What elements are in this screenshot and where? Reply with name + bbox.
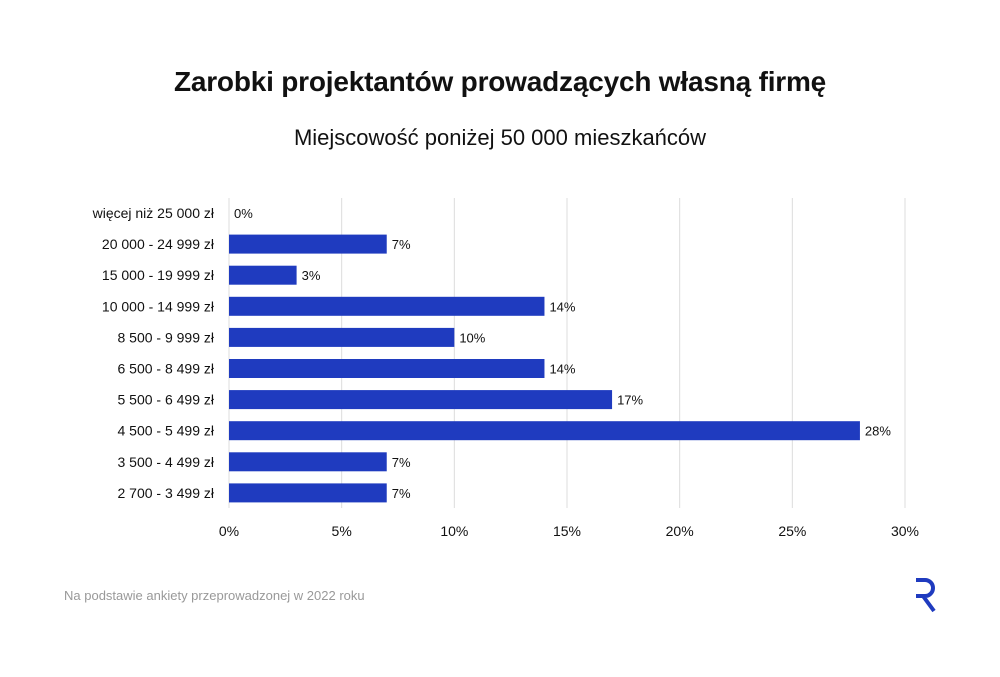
r-logo-icon xyxy=(916,578,936,613)
chart-subtitle: Miejscowość poniżej 50 000 mieszkańców xyxy=(293,125,707,150)
category-label: 4 500 - 5 499 zł xyxy=(117,423,214,439)
data-label: 10% xyxy=(459,330,485,345)
category-label: 15 000 - 19 999 zł xyxy=(102,267,215,283)
data-label: 7% xyxy=(392,486,411,501)
bar xyxy=(229,296,545,316)
category-label: 2 700 - 3 499 zł xyxy=(117,485,214,501)
bar xyxy=(229,483,387,503)
bar xyxy=(229,421,860,441)
category-label: 5 500 - 6 499 zł xyxy=(117,392,214,408)
bar xyxy=(229,234,387,254)
footnote: Na podstawie ankiety przeprowadzonej w 2… xyxy=(64,588,365,603)
x-tick-label: 30% xyxy=(891,523,919,539)
data-label: 3% xyxy=(302,268,321,283)
x-tick-label: 0% xyxy=(219,523,239,539)
category-label: 8 500 - 9 999 zł xyxy=(117,329,214,345)
category-label: więcej niż 25 000 zł xyxy=(92,205,215,221)
category-label: 20 000 - 24 999 zł xyxy=(102,236,215,252)
chart-title: Zarobki projektantów prowadzących własną… xyxy=(173,66,827,97)
x-tick-label: 15% xyxy=(553,523,581,539)
category-label: 10 000 - 14 999 zł xyxy=(102,298,215,314)
x-tick-label: 20% xyxy=(666,523,694,539)
bar xyxy=(229,452,387,472)
bar xyxy=(229,327,455,347)
data-label: 0% xyxy=(234,206,253,221)
x-tick-label: 25% xyxy=(778,523,806,539)
bar xyxy=(229,390,613,410)
data-label: 28% xyxy=(865,424,891,439)
data-label: 14% xyxy=(549,362,575,377)
data-label: 7% xyxy=(392,455,411,470)
data-label: 17% xyxy=(617,393,643,408)
data-label: 14% xyxy=(549,299,575,314)
bar xyxy=(229,265,297,285)
category-label: 6 500 - 8 499 zł xyxy=(117,361,214,377)
data-label: 7% xyxy=(392,237,411,252)
category-label: 3 500 - 4 499 zł xyxy=(117,454,214,470)
x-tick-label: 5% xyxy=(332,523,352,539)
x-tick-label: 10% xyxy=(440,523,468,539)
bar xyxy=(229,359,545,378)
